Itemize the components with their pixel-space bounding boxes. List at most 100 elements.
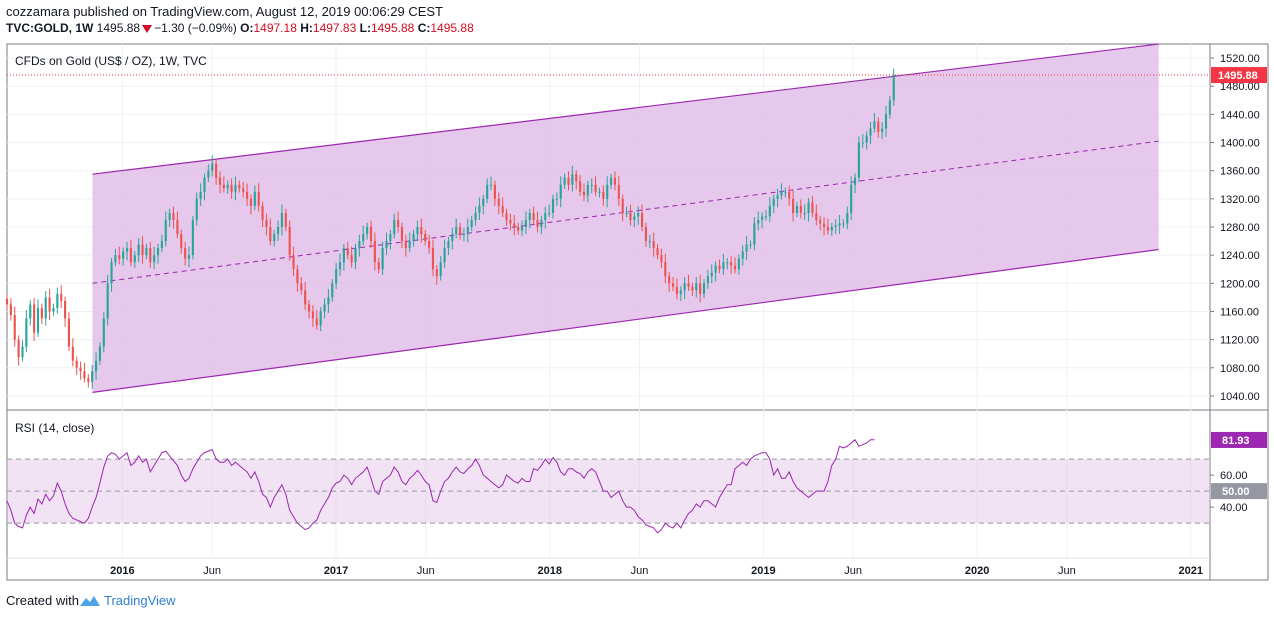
candle-body <box>610 177 613 185</box>
candle <box>420 218 423 243</box>
candle <box>830 222 833 237</box>
candle <box>892 68 895 106</box>
candle <box>799 199 802 219</box>
candle <box>226 180 229 194</box>
candle <box>369 220 373 249</box>
candle <box>83 362 86 383</box>
candle <box>455 218 458 239</box>
candle <box>451 227 454 250</box>
candle-body <box>393 219 396 235</box>
candle <box>366 222 369 240</box>
candle <box>261 201 264 227</box>
candle <box>637 206 640 225</box>
candle-body <box>501 205 504 213</box>
candle-body <box>850 184 853 213</box>
candle-body <box>640 212 644 227</box>
candle-body <box>788 191 791 199</box>
candle-body <box>366 227 369 235</box>
candle <box>9 298 12 321</box>
candle-body <box>702 283 706 294</box>
candle <box>238 180 241 193</box>
candle <box>311 305 314 327</box>
candle <box>544 206 547 229</box>
candle <box>745 236 748 261</box>
candle <box>853 173 857 194</box>
tradingview-link[interactable]: TradingView <box>103 593 176 608</box>
candle-body <box>753 223 756 245</box>
candle-body <box>776 195 779 199</box>
candle-body <box>846 212 849 224</box>
rsi-last-label: 81.93 <box>1222 435 1250 447</box>
candle <box>195 192 198 226</box>
candle <box>52 303 55 316</box>
candle <box>513 215 516 236</box>
candle-body <box>211 163 214 171</box>
candle <box>644 222 647 247</box>
candle <box>807 198 810 222</box>
candle <box>40 303 43 325</box>
candle-body <box>319 311 322 326</box>
candle <box>284 208 287 232</box>
candle-body <box>869 128 872 136</box>
candle-body <box>145 248 148 256</box>
candle-body <box>652 241 655 249</box>
candle <box>327 288 330 313</box>
chart-title: CFDs on Gold (US$ / OZ), 1W, TVC <box>15 54 207 68</box>
candle-body <box>9 304 12 315</box>
candle <box>551 194 555 219</box>
candle-body <box>718 265 721 270</box>
candle-body <box>234 184 237 192</box>
candle <box>753 217 756 251</box>
time-tick-label: Jun <box>844 565 862 577</box>
candle-body <box>149 248 152 263</box>
candle-body <box>586 184 589 196</box>
candle-body <box>443 248 446 263</box>
candle <box>811 196 814 218</box>
candle-body <box>633 216 636 220</box>
candle-body <box>129 248 132 263</box>
high-label: H: <box>300 21 313 35</box>
candle <box>660 248 663 268</box>
candle <box>408 232 411 253</box>
candle <box>579 174 582 197</box>
candle-body <box>122 251 125 259</box>
candle <box>869 122 872 144</box>
candle-body <box>730 262 733 266</box>
rsi-tick-label: 40.00 <box>1220 502 1248 514</box>
change-value: −1.30 (−0.09%) <box>154 21 237 35</box>
candle <box>110 257 113 292</box>
candle <box>776 188 779 208</box>
candle-body <box>215 163 218 178</box>
candle <box>304 281 307 311</box>
candle <box>350 246 353 268</box>
candle <box>702 279 706 299</box>
candle <box>633 212 636 227</box>
candle <box>590 178 593 194</box>
candle-body <box>819 219 822 224</box>
candle <box>687 274 690 292</box>
candle <box>582 183 586 201</box>
candle-body <box>184 248 187 259</box>
candle-body <box>273 234 276 242</box>
candle-body <box>307 304 311 312</box>
candle <box>795 201 799 218</box>
candle-body <box>629 212 632 220</box>
candle <box>505 208 508 226</box>
candle-body <box>404 241 407 249</box>
candle-body <box>873 121 876 129</box>
candle-body <box>822 223 826 227</box>
time-tick-label: 2021 <box>1179 565 1203 577</box>
candle-body <box>110 262 113 284</box>
candle-body <box>559 184 562 199</box>
author-name[interactable]: cozzamara <box>6 4 70 19</box>
candle <box>884 105 888 137</box>
candle <box>497 192 500 215</box>
candle <box>861 134 864 149</box>
candle-body <box>71 346 74 361</box>
candle-body <box>470 219 473 227</box>
candle-body <box>575 174 578 182</box>
candle <box>509 213 512 231</box>
candle <box>629 204 632 226</box>
price-tick-label: 1320.00 <box>1220 194 1260 206</box>
